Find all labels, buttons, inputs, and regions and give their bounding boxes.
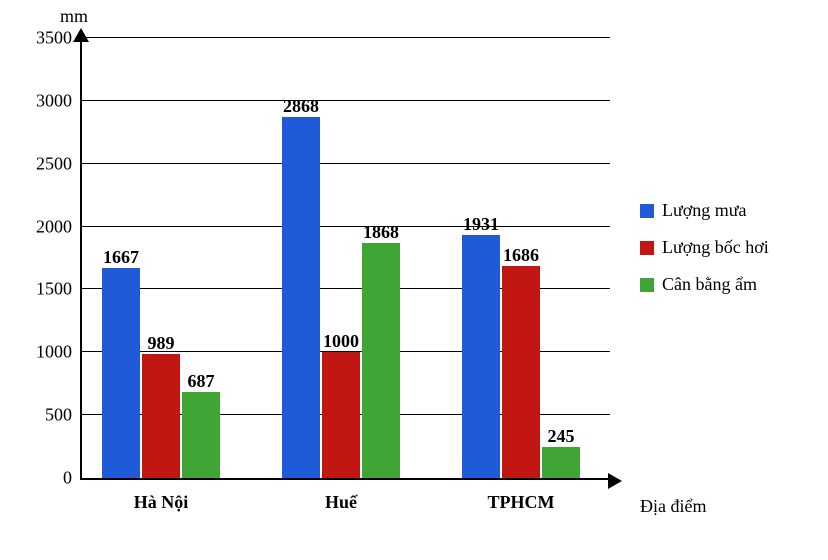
- bar-value-label: 1931: [463, 214, 499, 235]
- y-tick-label: 1500: [36, 279, 82, 300]
- legend-item: Lượng bốc hơi: [640, 237, 769, 258]
- legend-item: Lượng mưa: [640, 200, 769, 221]
- gridline: [82, 100, 610, 101]
- legend-swatch-icon: [640, 241, 654, 255]
- legend-label: Lượng bốc hơi: [662, 237, 769, 258]
- bar: 2868: [282, 117, 320, 478]
- y-tick-label: 2000: [36, 216, 82, 237]
- bar: 1000: [322, 352, 360, 478]
- y-tick-label: 3000: [36, 90, 82, 111]
- bar-group: 19311686245: [462, 235, 580, 478]
- bar-value-label: 687: [188, 371, 215, 392]
- bar-group: 1667989687: [102, 268, 220, 478]
- bar-value-label: 1686: [503, 245, 539, 266]
- chart-container: mm 0500100015002000250030003500166798968…: [0, 0, 828, 560]
- x-category-label: TPHCM: [488, 478, 555, 513]
- bar-value-label: 245: [548, 426, 575, 447]
- y-tick-label: 1000: [36, 342, 82, 363]
- bar: 1931: [462, 235, 500, 478]
- legend-swatch-icon: [640, 204, 654, 218]
- bar-value-label: 989: [148, 333, 175, 354]
- y-tick-label: 500: [45, 405, 82, 426]
- bar-value-label: 2868: [283, 96, 319, 117]
- x-axis-arrow-icon: [608, 473, 622, 489]
- bar-value-label: 1868: [363, 222, 399, 243]
- y-tick-label: 0: [63, 468, 82, 489]
- legend-item: Cân bằng ẩm: [640, 274, 769, 295]
- bar: 1667: [102, 268, 140, 478]
- plot-area: 05001000150020002500300035001667989687Hà…: [80, 40, 610, 480]
- legend-swatch-icon: [640, 278, 654, 292]
- legend-label: Lượng mưa: [662, 200, 747, 221]
- bar: 1868: [362, 243, 400, 478]
- x-category-label: Huế: [325, 478, 357, 513]
- legend: Lượng mưa Lượng bốc hơi Cân bằng ẩm: [640, 200, 769, 311]
- bar: 989: [142, 354, 180, 478]
- gridline: [82, 37, 610, 38]
- y-axis-unit: mm: [60, 6, 88, 27]
- bar: 1686: [502, 266, 540, 478]
- bar-value-label: 1667: [103, 247, 139, 268]
- x-axis-title: Địa điểm: [640, 496, 706, 517]
- bar-value-label: 1000: [323, 331, 359, 352]
- bar-group: 286810001868: [282, 117, 400, 478]
- legend-label: Cân bằng ẩm: [662, 274, 757, 295]
- y-tick-label: 2500: [36, 153, 82, 174]
- bar: 687: [182, 392, 220, 478]
- x-category-label: Hà Nội: [134, 478, 189, 513]
- bar: 245: [542, 447, 580, 478]
- y-tick-label: 3500: [36, 28, 82, 49]
